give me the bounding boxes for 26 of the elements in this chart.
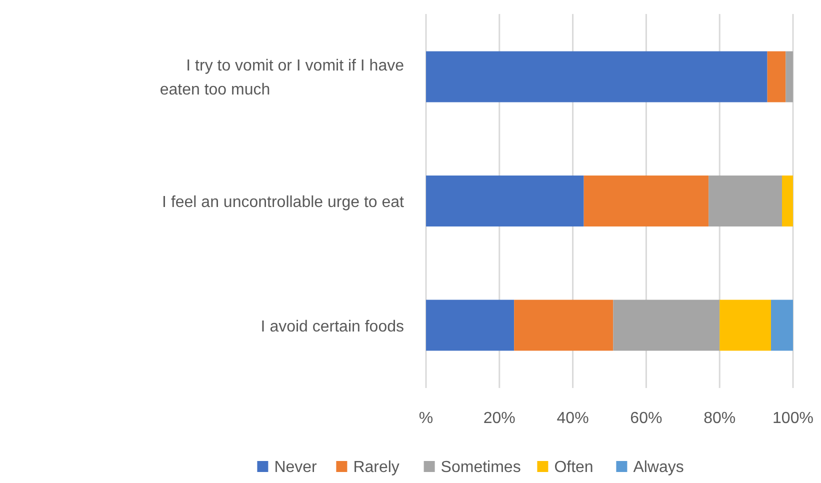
bar (770, 300, 793, 351)
x-tick-label: 100% (772, 410, 814, 427)
bar (720, 300, 771, 351)
y-tick-label: I try to vomit or I vomit if I have eaten too much (160, 58, 404, 99)
bar (786, 51, 793, 102)
bar (767, 51, 786, 102)
bar (584, 176, 709, 226)
x-tick-label: 80% (704, 410, 736, 427)
x-tick-label: 20% (483, 410, 516, 427)
x-tick-label: 60% (630, 410, 662, 427)
legend-label: Sometimes (440, 459, 521, 476)
y-tick-label: I feel an uncontrollable urge to eat (162, 194, 405, 211)
y-tick-label: I avoid certain foods (260, 318, 404, 336)
legend-label: Always (633, 459, 684, 476)
bar (708, 176, 782, 226)
bar (613, 300, 720, 351)
legend-label: Often (554, 459, 594, 476)
x-tick-label: % (418, 410, 434, 427)
bar (782, 176, 793, 226)
bar (426, 300, 514, 351)
bar (514, 300, 614, 351)
legend-label: Rarely (353, 459, 400, 476)
bar (426, 51, 768, 102)
x-tick-label: 40% (556, 410, 589, 427)
bar (426, 176, 584, 226)
legend-label: Never (274, 459, 318, 476)
